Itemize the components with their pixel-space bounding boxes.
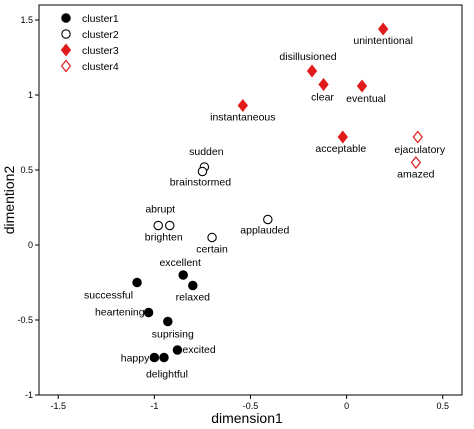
- cluster3-point: [237, 99, 248, 112]
- point-label: excited: [182, 344, 215, 356]
- cluster4-point: [410, 156, 422, 169]
- cluster1-point: [188, 280, 198, 291]
- cluster3-point: [356, 79, 368, 93]
- point-label: disillusioned: [279, 51, 336, 63]
- point-label: brighten: [145, 232, 183, 244]
- point-label: delightful: [146, 369, 188, 381]
- cluster2-point: [263, 214, 273, 225]
- point-label: eventual: [346, 93, 386, 105]
- point-label: certain: [196, 244, 228, 256]
- cluster3-point: [306, 64, 318, 78]
- cluster3-legend-marker: [60, 43, 72, 57]
- cluster3-point: [377, 22, 389, 36]
- point-label: ejaculatory: [394, 144, 446, 156]
- point-label: instantaneous: [210, 112, 275, 124]
- point-label: applauded: [240, 225, 289, 237]
- cluster1-point: [149, 352, 160, 363]
- x-tick-label: 0.5: [437, 401, 450, 411]
- cluster1-point: [178, 270, 188, 280]
- cluster2-point: [164, 220, 175, 231]
- point-label: abrupt: [145, 204, 175, 216]
- data-points: [132, 22, 423, 363]
- y-tick-label: -1: [25, 390, 33, 400]
- cluster3-point: [337, 130, 348, 144]
- point-label: suprising: [152, 329, 194, 341]
- y-tick-label: 1.5: [20, 15, 33, 25]
- point-label: sudden: [189, 146, 224, 158]
- point-label: acceptable: [315, 143, 366, 155]
- cluster2-point: [197, 166, 208, 177]
- cluster1-point: [132, 277, 142, 288]
- x-tick-label: -1: [150, 401, 158, 411]
- cluster1-point: [172, 345, 183, 355]
- point-label: happy: [121, 353, 150, 365]
- x-tick-label: -0.5: [243, 401, 259, 411]
- point-label: successful: [84, 290, 133, 302]
- point-label: excellent: [159, 257, 201, 269]
- point-label: unintentional: [353, 35, 413, 47]
- point-label: heartening: [95, 307, 145, 319]
- legend-label: cluster1: [82, 13, 119, 25]
- cluster1-point: [159, 352, 169, 363]
- legend-label: cluster4: [82, 61, 119, 73]
- legend: cluster1 cluster2 cluster3 cluster4: [60, 13, 119, 73]
- x-tick-label: 0: [344, 401, 349, 411]
- y-tick-label: 1: [28, 90, 33, 100]
- point-label: brainstormed: [170, 177, 231, 189]
- x-tick-label: -1.5: [50, 401, 66, 411]
- cluster4-legend-marker: [60, 59, 72, 73]
- x-axis-title: dimension1: [211, 410, 283, 426]
- cluster2-point: [153, 220, 163, 231]
- legend-label: cluster3: [82, 45, 119, 57]
- y-axis-title: dimention2: [1, 166, 17, 235]
- legend-label: cluster2: [82, 29, 119, 41]
- cluster3-point: [318, 78, 329, 91]
- cluster4-point: [412, 130, 423, 144]
- cluster1-legend-marker: [61, 13, 71, 23]
- point-label: amazed: [397, 169, 435, 181]
- y-tick-label: 0.5: [20, 165, 33, 175]
- cluster1-point: [163, 316, 173, 327]
- y-tick-label: -0.5: [17, 315, 33, 325]
- y-tick-label: 0: [28, 240, 33, 250]
- cluster2-point: [207, 232, 217, 243]
- point-labels: successful excellent relaxed heartening supr…: [84, 35, 446, 381]
- point-label: clear: [311, 92, 334, 104]
- cluster1-point: [143, 307, 154, 318]
- axis-ticks: -1.5 -1 -0.5 0 0.5 -1 -0.5 0 0.5 1 1.5: [17, 15, 449, 411]
- point-label: relaxed: [176, 292, 211, 304]
- cluster2-legend-marker: [61, 29, 71, 39]
